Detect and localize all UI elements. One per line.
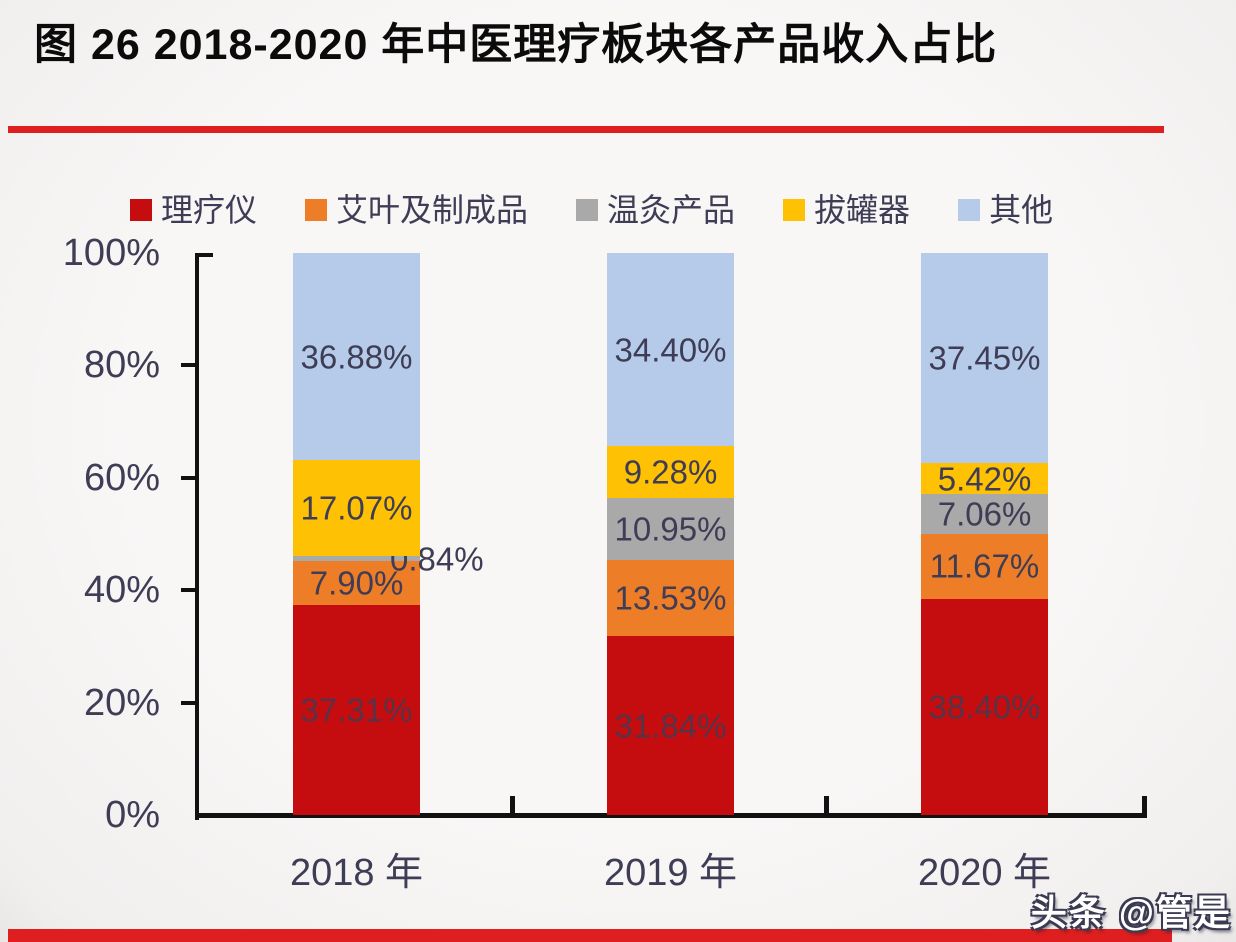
legend-swatch-icon bbox=[305, 199, 328, 221]
x-axis-tick bbox=[824, 796, 829, 813]
bar-segment bbox=[921, 463, 1048, 494]
bar-segment bbox=[921, 493, 1048, 534]
y-axis-tick-label: 100% bbox=[62, 232, 160, 274]
legend-item: 拔罐器 bbox=[783, 194, 910, 226]
legend-item: 艾叶及制成品 bbox=[305, 194, 528, 226]
bar-segment bbox=[921, 253, 1048, 464]
bar-segment bbox=[607, 498, 734, 560]
legend-label: 温灸产品 bbox=[607, 192, 736, 228]
y-axis-tick-label: 80% bbox=[83, 344, 160, 387]
y-axis-tick-label: 0% bbox=[105, 794, 160, 836]
data-label: 34.40% bbox=[614, 331, 727, 369]
legend-label: 拔罐器 bbox=[814, 192, 911, 228]
bar-segment bbox=[607, 560, 734, 637]
legend-label: 理疗仪 bbox=[161, 192, 258, 228]
data-label: 31.84% bbox=[614, 707, 727, 745]
data-label: 10.95% bbox=[614, 510, 727, 548]
bar-segment bbox=[293, 556, 420, 561]
bar-segment bbox=[921, 533, 1048, 600]
x-axis-tick bbox=[1142, 796, 1147, 813]
legend-label: 其他 bbox=[989, 192, 1054, 228]
x-axis-category-label: 2018 年 bbox=[289, 852, 424, 894]
chart-legend: 理疗仪 艾叶及制成品 温灸产品 拔罐器 其他 bbox=[130, 194, 1053, 226]
bar-segment bbox=[293, 253, 420, 461]
x-axis-tick bbox=[510, 796, 515, 813]
y-axis-tick bbox=[181, 588, 197, 593]
data-label: 5.42% bbox=[937, 460, 1032, 498]
y-axis-top-tick bbox=[197, 253, 213, 257]
y-axis-spine bbox=[195, 253, 199, 820]
legend-swatch-icon bbox=[576, 199, 599, 221]
title-divider-rule bbox=[8, 126, 1164, 133]
y-axis-tick-label: 60% bbox=[83, 456, 160, 499]
data-label: 37.45% bbox=[928, 339, 1041, 377]
legend-label: 艾叶及制成品 bbox=[336, 192, 529, 228]
data-label: 13.53% bbox=[614, 579, 727, 617]
data-label: 17.07% bbox=[300, 489, 413, 527]
data-label: 7.06% bbox=[937, 495, 1032, 533]
bar-segment bbox=[293, 560, 420, 606]
data-label: 7.90% bbox=[309, 564, 404, 602]
data-label: 38.40% bbox=[928, 688, 1041, 726]
data-label: 9.28% bbox=[623, 453, 718, 491]
bar-segment bbox=[293, 605, 420, 815]
legend-swatch-icon bbox=[958, 199, 981, 221]
footer-rule bbox=[8, 929, 1172, 942]
legend-item: 理疗仪 bbox=[130, 194, 257, 226]
bar-segment bbox=[607, 253, 734, 447]
y-axis-tick bbox=[181, 363, 197, 368]
x-axis-category-label: 2019 年 bbox=[603, 852, 738, 894]
legend-item: 其他 bbox=[958, 194, 1053, 226]
legend-item: 温灸产品 bbox=[576, 194, 735, 226]
data-label: 36.88% bbox=[300, 338, 413, 376]
bar-segment bbox=[607, 446, 734, 499]
y-axis-tick-label: 20% bbox=[83, 681, 160, 724]
x-axis-line bbox=[195, 813, 1147, 818]
y-axis-tick-label: 40% bbox=[83, 569, 160, 612]
data-label: 37.31% bbox=[300, 691, 413, 729]
y-axis-tick bbox=[181, 475, 197, 480]
x-axis-category-label: 2020 年 bbox=[917, 852, 1052, 894]
legend-swatch-icon bbox=[130, 199, 152, 221]
y-axis-tick bbox=[181, 700, 197, 705]
bar-segment bbox=[921, 599, 1048, 815]
data-label: 11.67% bbox=[929, 547, 1040, 585]
watermark: 头条 @管是 bbox=[1030, 892, 1232, 933]
legend-swatch-icon bbox=[783, 199, 806, 221]
figure-title: 图 26 2018-2020 年中医理疗板块各产品收入占比 bbox=[34, 21, 998, 69]
bar-segment bbox=[293, 460, 420, 557]
bar-segment bbox=[607, 636, 734, 815]
